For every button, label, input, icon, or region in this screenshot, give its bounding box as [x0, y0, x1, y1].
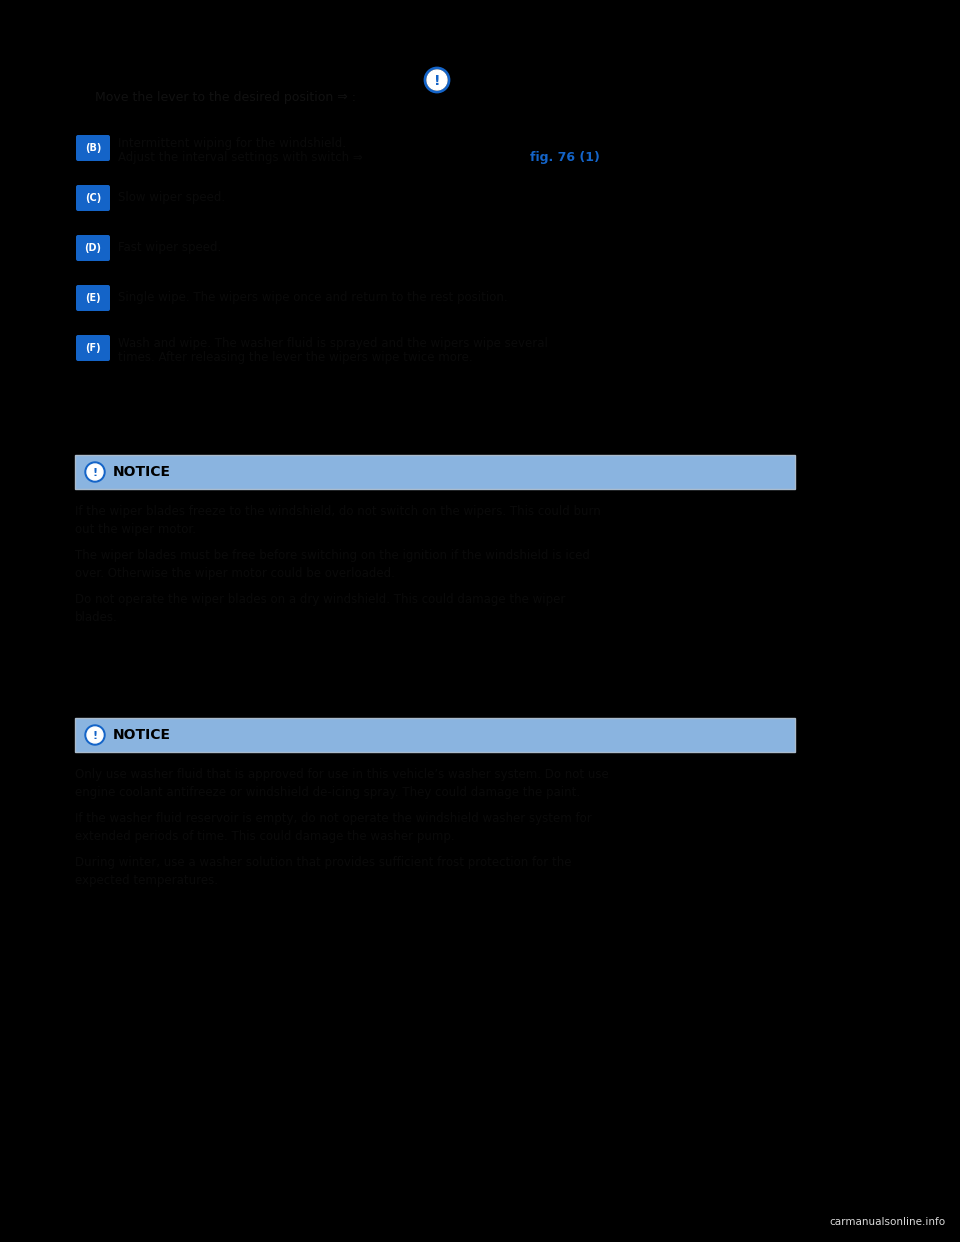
- Text: !: !: [92, 468, 98, 478]
- Text: Fast wiper speed.: Fast wiper speed.: [118, 241, 221, 255]
- Text: engine coolant antifreeze or windshield de-icing spray. They could damage the pa: engine coolant antifreeze or windshield …: [75, 786, 580, 799]
- Text: Move the lever to the desired position ⇒ :: Move the lever to the desired position ⇒…: [95, 92, 356, 104]
- Text: carmanualsonline.info: carmanualsonline.info: [828, 1217, 945, 1227]
- Text: (E): (E): [85, 293, 101, 303]
- FancyBboxPatch shape: [76, 185, 110, 211]
- Text: extended periods of time. This could damage the washer pump.: extended periods of time. This could dam…: [75, 830, 455, 843]
- FancyBboxPatch shape: [76, 335, 110, 361]
- Text: Adjust the interval settings with switch ⇒: Adjust the interval settings with switch…: [118, 150, 363, 164]
- Text: Only use washer fluid that is approved for use in this vehicle’s washer system. : Only use washer fluid that is approved f…: [75, 768, 609, 781]
- Text: Slow wiper speed.: Slow wiper speed.: [118, 191, 226, 205]
- Text: (C): (C): [84, 193, 101, 202]
- Text: !: !: [92, 732, 98, 741]
- Text: Do not operate the wiper blades on a dry windshield. This could damage the wiper: Do not operate the wiper blades on a dry…: [75, 592, 565, 606]
- Text: (F): (F): [85, 343, 101, 353]
- Text: expected temperatures.: expected temperatures.: [75, 874, 218, 887]
- FancyBboxPatch shape: [75, 718, 795, 751]
- Text: NOTICE: NOTICE: [113, 465, 171, 479]
- Text: fig. 76 (1): fig. 76 (1): [530, 150, 600, 164]
- Circle shape: [87, 727, 103, 743]
- Text: out the wiper motor.: out the wiper motor.: [75, 523, 196, 537]
- Text: !: !: [434, 75, 441, 88]
- Text: If the washer fluid reservoir is empty, do not operate the windshield washer sys: If the washer fluid reservoir is empty, …: [75, 812, 591, 825]
- Text: If the wiper blades freeze to the windshield, do not switch on the wipers. This : If the wiper blades freeze to the windsh…: [75, 505, 601, 518]
- Text: (B): (B): [84, 143, 101, 153]
- Circle shape: [85, 462, 105, 482]
- Text: Wash and wipe. The washer fluid is sprayed and the wipers wipe several: Wash and wipe. The washer fluid is spray…: [118, 337, 548, 349]
- Text: times. After releasing the lever the wipers wipe twice more.: times. After releasing the lever the wip…: [118, 350, 472, 364]
- Text: Single wipe. The wipers wipe once and return to the rest position.: Single wipe. The wipers wipe once and re…: [118, 292, 508, 304]
- FancyBboxPatch shape: [76, 284, 110, 310]
- FancyBboxPatch shape: [76, 235, 110, 261]
- Text: blades.: blades.: [75, 611, 118, 623]
- Circle shape: [427, 70, 447, 89]
- Text: The wiper blades must be free before switching on the ignition if the windshield: The wiper blades must be free before swi…: [75, 549, 589, 561]
- Text: (D): (D): [84, 243, 102, 253]
- Text: During winter, use a washer solution that provides sufficient frost protection f: During winter, use a washer solution tha…: [75, 856, 571, 869]
- FancyBboxPatch shape: [76, 135, 110, 161]
- Text: over. Otherwise the wiper motor could be overloaded.: over. Otherwise the wiper motor could be…: [75, 568, 395, 580]
- FancyBboxPatch shape: [75, 455, 795, 489]
- Text: Intermittent wiping for the windshield.: Intermittent wiping for the windshield.: [118, 137, 346, 149]
- Text: NOTICE: NOTICE: [113, 728, 171, 741]
- Circle shape: [87, 465, 103, 479]
- Circle shape: [85, 725, 105, 745]
